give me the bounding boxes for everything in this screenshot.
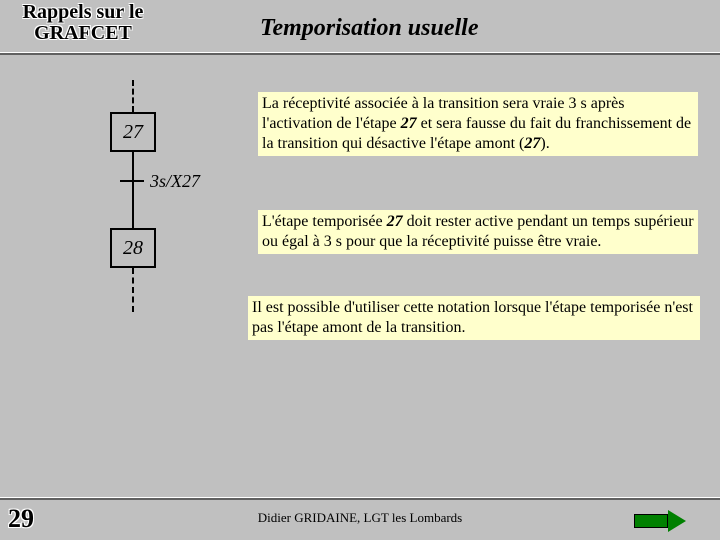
- p1-b: 27: [401, 115, 417, 132]
- transition-mark: [120, 180, 144, 182]
- arrow-head-icon: [668, 510, 686, 532]
- paragraph-3: Il est possible d'utiliser cette notatio…: [248, 296, 700, 340]
- divider-top: [0, 52, 720, 55]
- header-subtitle-line1: Rappels sur le: [23, 1, 144, 23]
- next-arrow[interactable]: [634, 510, 690, 532]
- grafcet-diagram: 27 3s/X27 28: [90, 80, 250, 360]
- step-box-27: 27: [110, 112, 156, 152]
- header-subtitle-line2: GRAFCET: [34, 22, 132, 44]
- p2-a: L'étape temporisée: [262, 213, 387, 230]
- step-label-27: 27: [123, 121, 143, 144]
- arrow-body: [634, 514, 668, 528]
- header-subtitle: Rappels sur le GRAFCET: [8, 2, 158, 44]
- paragraph-2: L'étape temporisée 27 doit rester active…: [258, 210, 698, 254]
- receptivity-label: 3s/X27: [150, 171, 200, 192]
- grafcet-line-mid: [132, 152, 134, 228]
- p1-e: ).: [540, 135, 549, 152]
- divider-bottom: [0, 497, 720, 500]
- grafcet-line-top: [132, 80, 134, 112]
- step-label-28: 28: [123, 237, 143, 260]
- page-title: Temporisation usuelle: [260, 15, 478, 42]
- footer-author: Didier GRIDAINE, LGT les Lombards: [0, 510, 720, 526]
- paragraph-1: La réceptivité associée à la transition …: [258, 92, 698, 156]
- grafcet-line-bottom: [132, 268, 134, 312]
- p2-b: 27: [387, 213, 403, 230]
- p1-d: 27: [524, 135, 540, 152]
- step-box-28: 28: [110, 228, 156, 268]
